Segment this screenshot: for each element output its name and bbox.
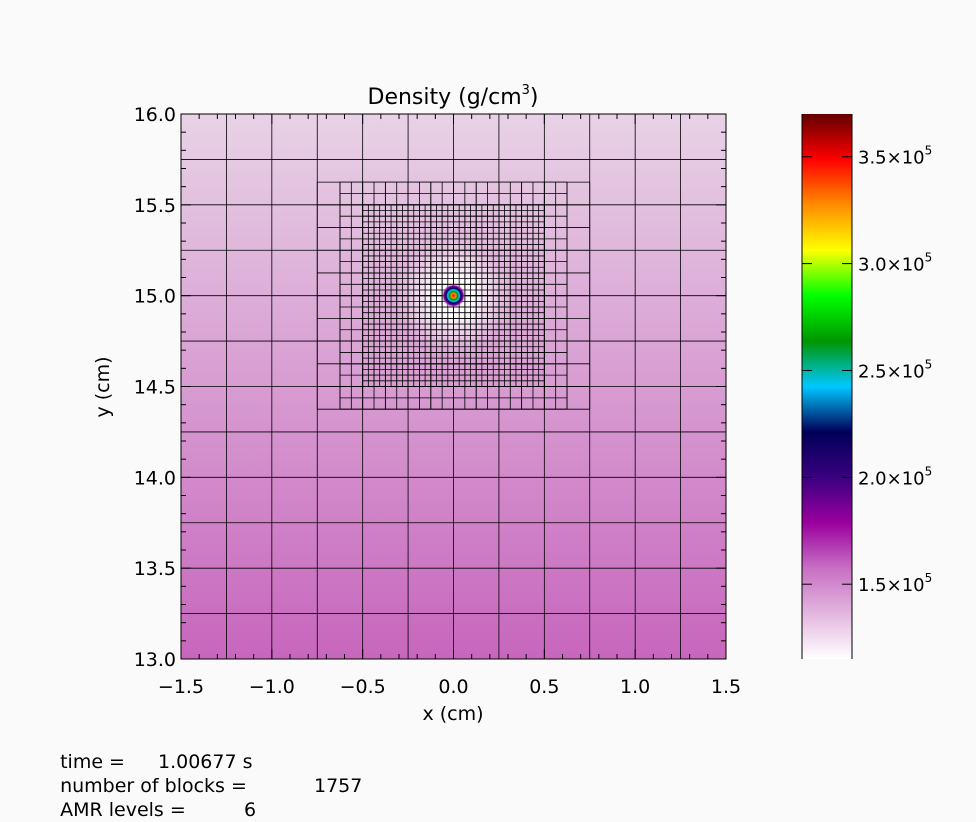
x-tick-label: −1.0 bbox=[249, 676, 295, 698]
x-axis-label: x (cm) bbox=[422, 703, 483, 725]
x-tick-label: 0.5 bbox=[529, 676, 559, 698]
density-source bbox=[441, 283, 466, 308]
blocks-value: 1757 bbox=[314, 775, 363, 797]
x-tick-label: 1.0 bbox=[620, 676, 650, 698]
colorbar bbox=[802, 114, 852, 659]
density-plot: −1.5 −1.0 −0.5 0.0 0.5 1.0 1.5 13.0 13.5 14.0 14.… bbox=[92, 83, 932, 725]
chart-title: Density (g/cm3) bbox=[368, 83, 539, 110]
colorbar-label: 3.0×105 bbox=[858, 251, 932, 276]
colorbar-ticks bbox=[802, 156, 852, 585]
axis-ticks bbox=[180, 113, 727, 660]
colorbar-label: 1.5×105 bbox=[858, 571, 932, 596]
time-label: time = bbox=[60, 751, 125, 773]
amr-levels-label: AMR levels = bbox=[60, 799, 186, 821]
colorbar-label: 2.0×105 bbox=[858, 464, 932, 489]
y-tick-label: 15.0 bbox=[134, 286, 176, 308]
title-superscript: 3 bbox=[522, 83, 530, 98]
x-tick-label: 0.0 bbox=[438, 676, 468, 698]
x-tick-label: −0.5 bbox=[340, 676, 386, 698]
x-tick-label: −1.5 bbox=[158, 676, 204, 698]
x-tick-label: 1.5 bbox=[711, 676, 741, 698]
blocks-line: number of blocks = 1757 bbox=[48, 750, 362, 798]
colorbar-label: 2.5×105 bbox=[858, 357, 932, 382]
y-tick-label: 13.0 bbox=[134, 649, 176, 671]
colorbar-label: 3.5×105 bbox=[858, 144, 932, 169]
amr-levels-line: AMR levels = 6 bbox=[48, 774, 256, 822]
y-tick-label: 14.5 bbox=[134, 377, 176, 399]
x-tick-labels: −1.5 −1.0 −0.5 0.0 0.5 1.0 1.5 bbox=[158, 676, 741, 698]
y-tick-labels: 13.0 13.5 14.0 14.5 15.0 15.5 16.0 bbox=[134, 104, 176, 671]
y-tick-label: 14.0 bbox=[134, 467, 176, 489]
y-axis-label: y (cm) bbox=[92, 356, 114, 417]
time-line: time = 1.00677 s bbox=[48, 726, 252, 774]
colorbar-labels: 1.5×105 2.0×105 2.5×105 3.0×105 3.5×105 bbox=[858, 144, 932, 596]
time-value: 1.00677 s bbox=[158, 751, 253, 773]
y-tick-label: 13.5 bbox=[134, 558, 176, 580]
y-tick-label: 16.0 bbox=[134, 104, 176, 126]
y-tick-label: 15.5 bbox=[134, 195, 176, 217]
blocks-label: number of blocks = bbox=[60, 775, 247, 797]
